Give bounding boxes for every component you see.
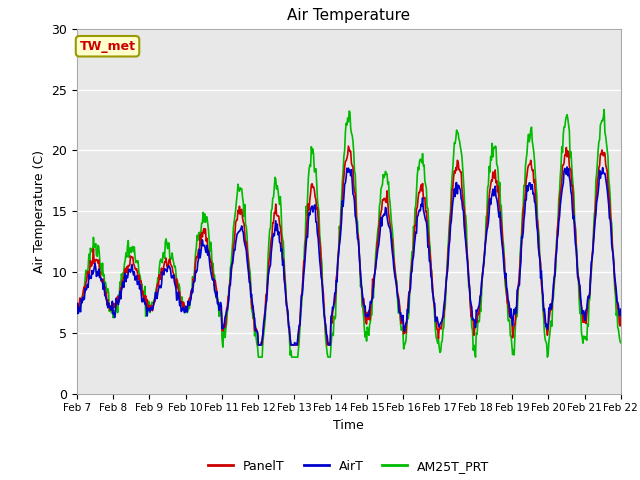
AirT (139, 299, 147, 305)
PanelT (139, 288, 147, 294)
Y-axis label: Air Temperature (C): Air Temperature (C) (33, 150, 45, 273)
AM25T_PRT (139, 288, 147, 294)
PanelT (617, 314, 625, 320)
AirT (223, 308, 230, 314)
AM25T_PRT (416, 158, 424, 164)
PanelT (223, 306, 230, 312)
PanelT (194, 252, 202, 257)
Legend: PanelT, AirT, AM25T_PRT: PanelT, AirT, AM25T_PRT (203, 455, 495, 478)
AirT (255, 342, 262, 348)
AM25T_PRT (255, 354, 262, 360)
PanelT (73, 306, 81, 312)
PanelT (255, 342, 262, 348)
Text: TW_met: TW_met (79, 40, 136, 53)
AM25T_PRT (431, 327, 439, 333)
AirT (416, 207, 424, 213)
AirT (431, 319, 439, 324)
Line: PanelT: PanelT (77, 146, 621, 345)
Line: AirT: AirT (77, 167, 621, 345)
PanelT (83, 277, 90, 283)
X-axis label: Time: Time (333, 419, 364, 432)
Line: AM25T_PRT: AM25T_PRT (77, 109, 621, 357)
PanelT (433, 317, 440, 323)
Title: Air Temperature: Air Temperature (287, 9, 410, 24)
AirT (563, 164, 571, 170)
AM25T_PRT (617, 340, 625, 346)
AirT (83, 286, 90, 292)
AM25T_PRT (600, 107, 608, 112)
AM25T_PRT (73, 307, 81, 312)
AM25T_PRT (83, 270, 90, 276)
AirT (73, 311, 81, 316)
PanelT (417, 187, 424, 192)
AM25T_PRT (223, 320, 230, 325)
AirT (617, 306, 625, 312)
AM25T_PRT (194, 238, 202, 243)
PanelT (344, 143, 352, 149)
AirT (194, 259, 202, 265)
